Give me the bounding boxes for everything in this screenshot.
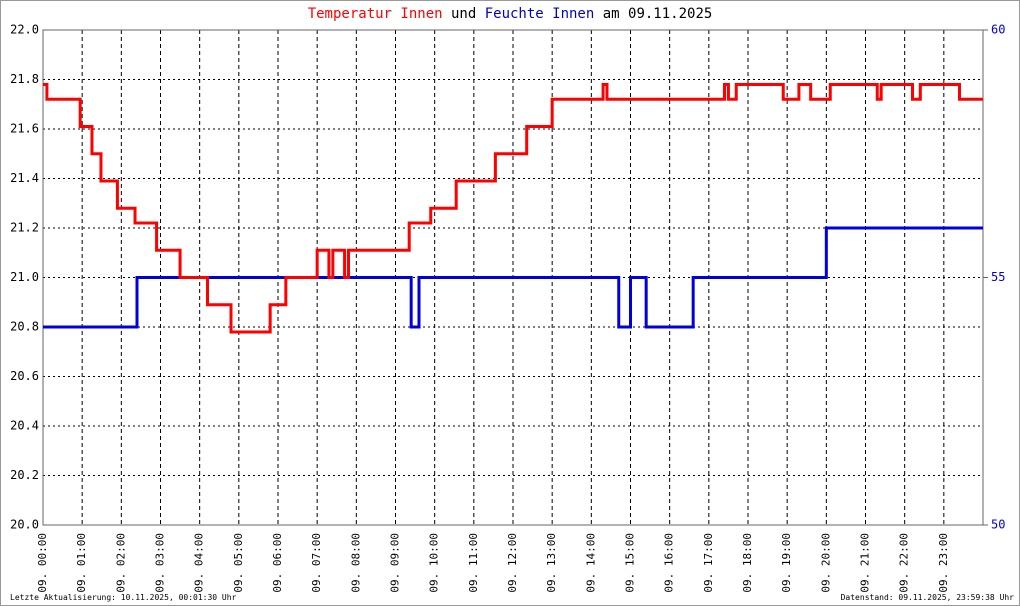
x-tick-label: 09. 03:00 <box>154 533 167 593</box>
y-tick-label: 21.4 <box>10 171 39 185</box>
y-tick-label: 20.8 <box>10 320 39 334</box>
x-tick-label: 09. 10:00 <box>428 533 441 593</box>
x-tick-label: 09. 13:00 <box>545 533 558 593</box>
x-tick-label: 09. 11:00 <box>467 533 480 593</box>
x-tick-label: 09. 17:00 <box>702 533 715 593</box>
x-tick-label: 09. 00:00 <box>36 533 49 593</box>
x-tick-label: 09. 18:00 <box>741 533 754 593</box>
y-tick-label: 20.0 <box>10 518 39 532</box>
x-tick-label: 09. 21:00 <box>859 533 872 593</box>
y-tick-label: 21.0 <box>10 270 39 284</box>
x-tick-label: 09. 15:00 <box>624 533 637 593</box>
y2-tick-label: 55 <box>991 270 1005 284</box>
y-tick-label: 22.0 <box>10 23 39 37</box>
x-tick-label: 09. 06:00 <box>271 533 284 593</box>
title-part: Feuchte Innen <box>485 6 595 22</box>
title-part: Temperatur Innen <box>308 6 443 22</box>
chart-title: Temperatur Innen und Feuchte Innen am 09… <box>308 6 713 22</box>
x-tick-label: 09. 09:00 <box>389 533 402 593</box>
y-tick-label: 21.6 <box>10 122 39 136</box>
data-line <box>43 226 983 329</box>
plot-frame <box>42 29 984 526</box>
x-tick-label: 09. 05:00 <box>232 533 245 593</box>
y-tick-label: 20.4 <box>10 419 39 433</box>
x-tick-label: 09. 22:00 <box>898 533 911 593</box>
title-part: und <box>451 6 476 22</box>
x-tick-label: 09. 20:00 <box>819 533 832 593</box>
y-tick-label: 20.6 <box>10 369 39 383</box>
y-tick-label: 20.2 <box>10 468 39 482</box>
x-tick-label: 09. 19:00 <box>780 533 793 593</box>
x-tick-label: 09. 04:00 <box>193 533 206 593</box>
footer-right: Datenstand: 09.11.2025, 23:59:38 Uhr <box>841 593 1015 602</box>
y-tick-label: 21.8 <box>10 72 39 86</box>
x-tick-label: 09. 23:00 <box>937 533 950 593</box>
x-tick-label: 09. 01:00 <box>75 533 88 593</box>
title-part: am 09.11.2025 <box>603 6 713 22</box>
x-tick-label: 09. 02:00 <box>114 533 127 593</box>
x-tick-label: 09. 07:00 <box>310 533 323 593</box>
x-tick-label: 09. 12:00 <box>506 533 519 593</box>
x-tick-label: 09. 14:00 <box>584 533 597 593</box>
y2-tick-label: 60 <box>991 23 1005 37</box>
x-tick-label: 09. 16:00 <box>663 533 676 593</box>
footer-left: Letzte Aktualisierung: 10.11.2025, 00:01… <box>10 593 237 602</box>
data-line <box>43 82 983 334</box>
y2-tick-label: 50 <box>991 518 1005 532</box>
y-tick-label: 21.2 <box>10 221 39 235</box>
x-tick-label: 09. 08:00 <box>349 533 362 593</box>
